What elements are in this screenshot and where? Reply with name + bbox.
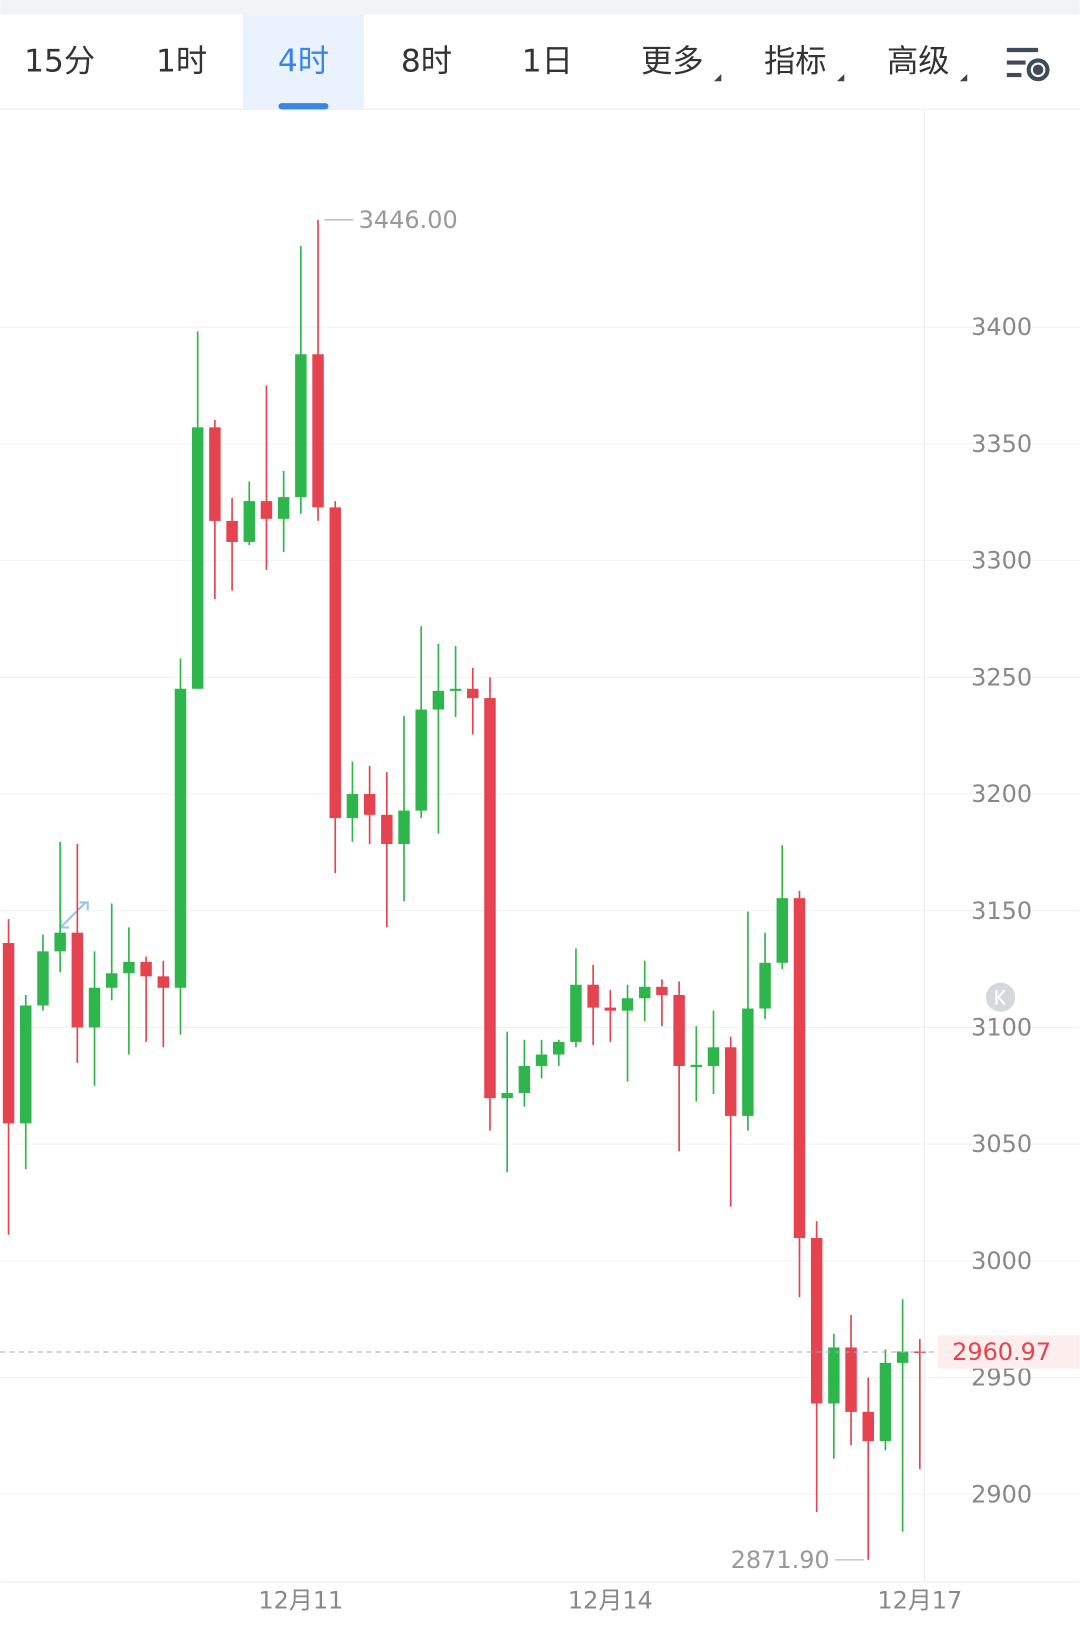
candle-body	[896, 1351, 909, 1363]
candle-body	[587, 984, 599, 1008]
tab-label[interactable]: 1日	[522, 44, 573, 80]
candle-body	[673, 995, 685, 1066]
candle-body	[621, 998, 634, 1011]
y-tick-label: 3400	[971, 313, 1032, 341]
candle-body	[845, 1347, 857, 1412]
x-tick-label: 12月14	[568, 1587, 653, 1615]
candle-body	[862, 1411, 874, 1442]
candle-body	[879, 1362, 892, 1442]
candle-body	[776, 898, 789, 963]
x-tick-label: 12月17	[877, 1587, 962, 1615]
candle-body	[312, 354, 324, 508]
candle-body	[363, 794, 376, 815]
candle-body	[243, 501, 256, 542]
y-tick-label: 3200	[971, 780, 1032, 808]
tab-label[interactable]: 4时	[278, 44, 329, 80]
tab-label[interactable]: 1时	[156, 44, 207, 80]
dropdown-marker	[836, 73, 845, 82]
candle-body	[759, 962, 771, 1009]
dropdown-marker	[959, 73, 968, 82]
candle-body	[449, 688, 462, 691]
candle-body	[535, 1054, 548, 1066]
candle-body	[260, 501, 273, 519]
button-circle	[985, 982, 1016, 1012]
y-tick-label: 3100	[971, 1013, 1032, 1041]
y-tick-label: 3300	[971, 547, 1032, 575]
y-tick-label: 2900	[971, 1480, 1032, 1508]
y-tick-label: 3350	[971, 430, 1032, 458]
candle-body	[604, 1007, 617, 1011]
expand-icon[interactable]	[59, 901, 89, 929]
candle-body	[724, 1047, 737, 1116]
candle-body	[226, 520, 238, 542]
active-tab-bg	[243, 14, 364, 110]
candle-body	[123, 961, 135, 974]
candle-body	[690, 1064, 703, 1068]
button-glyph	[995, 989, 1006, 1006]
candle-body	[140, 961, 152, 977]
y-tick-label: 3000	[971, 1247, 1032, 1275]
settings-icon[interactable]	[1006, 47, 1050, 82]
candle-body	[810, 1237, 823, 1404]
candle-body	[467, 688, 479, 699]
candle-body	[88, 987, 101, 1028]
annotation-label: 3446.00	[359, 206, 458, 234]
candle-body	[295, 354, 307, 498]
tab-label[interactable]: 8时	[401, 44, 452, 80]
candle-body	[570, 984, 582, 1042]
candle-body	[174, 688, 187, 988]
scroll-latest-button[interactable]	[985, 982, 1016, 1012]
icon-gear-dot	[1032, 64, 1044, 76]
candle-body	[638, 986, 651, 999]
candle-body	[329, 507, 341, 819]
candle-body	[432, 690, 445, 710]
tab-label[interactable]: 指标	[764, 44, 827, 80]
candle-body	[381, 814, 393, 844]
candle-body	[742, 1008, 754, 1116]
candle-body	[828, 1347, 840, 1404]
candle-body	[707, 1047, 720, 1066]
candle-body	[553, 1041, 565, 1055]
candle-body	[398, 810, 410, 844]
candle-body	[656, 986, 668, 996]
last-price-tag	[938, 1335, 1080, 1369]
x-tick-label: 12月11	[258, 1587, 343, 1615]
status-strip	[0, 0, 1080, 15]
tab-label[interactable]: 更多	[641, 44, 703, 80]
tab-label[interactable]: 高级	[887, 44, 950, 80]
candle-body	[484, 698, 496, 1099]
candle-body	[157, 976, 170, 988]
y-tick-label: 3250	[971, 663, 1032, 691]
candle-body	[71, 932, 84, 1028]
candle-body	[277, 497, 290, 519]
candle-body	[105, 973, 118, 988]
annotation-label: 2871.90	[731, 1546, 830, 1574]
y-tick-label: 3150	[971, 897, 1032, 925]
candle-body	[501, 1093, 513, 1099]
candle-body	[20, 1005, 32, 1124]
candle-body	[518, 1065, 531, 1094]
last-price-label: 2960.97	[952, 1338, 1051, 1366]
candle-body	[2, 942, 15, 1124]
candle-body	[209, 427, 221, 521]
active-tab-indicator	[278, 103, 329, 110]
candle-body	[793, 898, 806, 1238]
candle-body	[191, 427, 204, 689]
candle-body	[54, 932, 66, 952]
candle-body	[37, 951, 49, 1006]
candle-body	[415, 709, 427, 811]
dropdown-marker	[714, 73, 722, 82]
y-tick-label: 3050	[971, 1130, 1032, 1158]
icon-gear	[1026, 58, 1050, 82]
tab-label[interactable]: 15分	[24, 44, 95, 80]
candle-body	[346, 794, 359, 819]
